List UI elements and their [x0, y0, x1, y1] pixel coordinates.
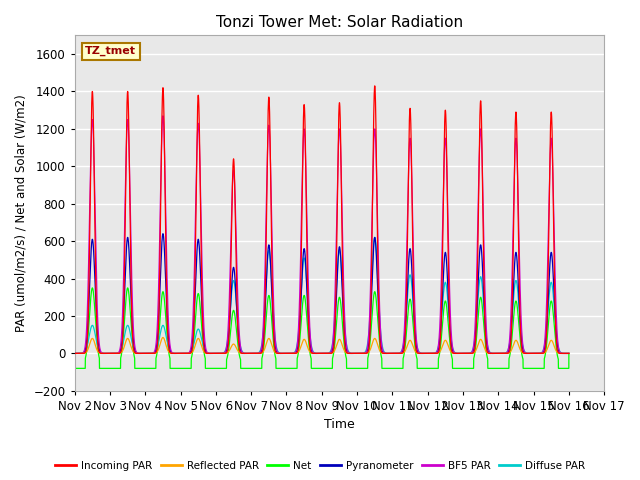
- Y-axis label: PAR (umol/m2/s) / Net and Solar (W/m2): PAR (umol/m2/s) / Net and Solar (W/m2): [15, 94, 28, 332]
- Title: Tonzi Tower Met: Solar Radiation: Tonzi Tower Met: Solar Radiation: [216, 15, 463, 30]
- X-axis label: Time: Time: [324, 419, 355, 432]
- Legend: Incoming PAR, Reflected PAR, Net, Pyranometer, BF5 PAR, Diffuse PAR: Incoming PAR, Reflected PAR, Net, Pyrano…: [51, 456, 589, 475]
- Text: TZ_tmet: TZ_tmet: [85, 46, 136, 56]
